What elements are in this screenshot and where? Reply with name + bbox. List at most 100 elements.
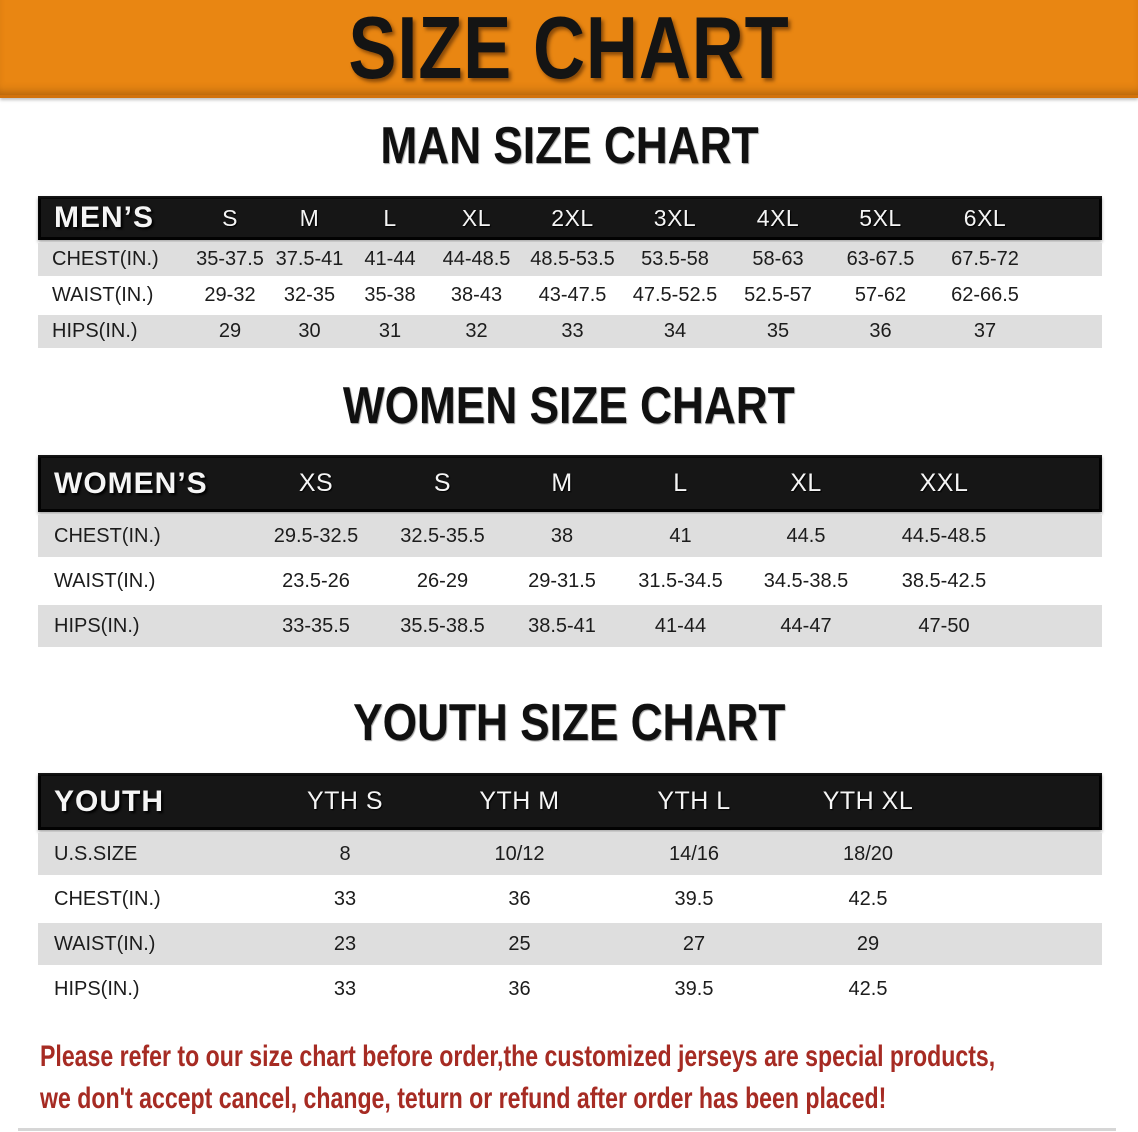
size-value-cell: 36 <box>869 320 892 342</box>
women-heading-text: WOMEN SIZE CHART <box>343 377 795 435</box>
size-value-cell: 39.5 <box>674 977 714 1000</box>
row-label: HIPS(IN.) <box>52 320 138 342</box>
size-value-cell: 26-29 <box>416 569 469 592</box>
men-size-table: MEN’S S M L XL 2XL 3XL 4XL 5XL 6XL CHEST… <box>38 196 1102 348</box>
size-value-cell: 29-32 <box>204 284 256 306</box>
table-row: CHEST(IN.) 33 36 39.5 42.5 <box>38 878 1102 920</box>
disclaimer-line-2: we don't accept cancel, change, teturn o… <box>40 1082 887 1115</box>
row-label: HIPS(IN.) <box>54 614 140 637</box>
column-header: XS <box>298 469 334 497</box>
size-value-cell: 30 <box>298 320 321 342</box>
row-label: WAIST(IN.) <box>52 284 154 306</box>
row-label: CHEST(IN.) <box>54 524 161 547</box>
women-table-header-row: WOMEN’S XS S M L XL XXL <box>38 455 1102 512</box>
size-value-cell: 14/16 <box>668 842 720 865</box>
size-value-cell: 41-44 <box>364 248 416 270</box>
men-section-heading: MAN SIZE CHART <box>0 120 1138 172</box>
size-value-cell: 41 <box>669 524 692 547</box>
size-value-cell: 39.5 <box>674 887 714 910</box>
column-header: 5XL <box>859 204 902 231</box>
size-value-cell: 62-66.5 <box>951 284 1019 306</box>
size-value-cell: 23.5-26 <box>282 569 350 592</box>
size-value-cell: 25 <box>508 932 531 955</box>
order-disclaimer: Please refer to our size chart before or… <box>40 1036 1138 1120</box>
size-value-cell: 29-31.5 <box>528 569 596 592</box>
size-value-cell: 33 <box>333 977 357 1000</box>
table-row: WAIST(IN.) 23 25 27 29 <box>38 923 1102 965</box>
row-label: CHEST(IN.) <box>52 248 159 270</box>
size-value-cell: 42.5 <box>848 887 888 910</box>
row-label: HIPS(IN.) <box>54 977 140 1000</box>
size-value-cell: 35.5-38.5 <box>400 614 485 637</box>
bottom-divider <box>18 1128 1116 1131</box>
size-value-cell: 48.5-53.5 <box>530 248 615 270</box>
column-header: YTH S <box>306 787 384 815</box>
size-value-cell: 43-47.5 <box>538 284 607 306</box>
row-label: U.S.SIZE <box>54 842 138 865</box>
women-size-table: WOMEN’S XS S M L XL XXL CHEST(IN.) 29.5-… <box>38 455 1102 647</box>
size-value-cell: 47.5-52.5 <box>632 284 718 306</box>
column-header: L <box>673 469 688 497</box>
size-value-cell: 33 <box>333 887 357 910</box>
size-value-cell: 44-47 <box>780 614 832 637</box>
column-header: 3XL <box>653 204 697 231</box>
table-row: WAIST(IN.) 23.5-26 26-29 29-31.5 31.5-34… <box>38 560 1102 602</box>
size-value-cell: 57-62 <box>854 284 907 306</box>
column-header: M <box>299 204 320 231</box>
column-header: L <box>383 204 397 231</box>
row-label: WAIST(IN.) <box>54 932 156 955</box>
column-header: XL <box>461 204 492 231</box>
column-header: 6XL <box>963 204 1007 231</box>
column-header: 2XL <box>551 204 594 231</box>
size-value-cell: 47-50 <box>918 614 970 637</box>
size-value-cell: 52.5-57 <box>744 284 812 306</box>
youth-section-heading: YOUTH SIZE CHART <box>0 697 1138 749</box>
table-row: CHEST(IN.) 29.5-32.5 32.5-35.5 38 41 44.… <box>38 515 1102 557</box>
size-value-cell: 29 <box>218 320 242 342</box>
women-table-title: WOMEN’S <box>54 466 208 500</box>
table-row: HIPS(IN.) 33-35.5 35.5-38.5 38.5-41 41-4… <box>38 605 1102 647</box>
table-row: CHEST(IN.) 35-37.5 37.5-41 41-44 44-48.5… <box>38 243 1102 276</box>
size-value-cell: 67.5-72 <box>951 248 1019 270</box>
size-value-cell: 34.5-38.5 <box>763 569 849 592</box>
size-value-cell: 53.5-58 <box>641 248 709 270</box>
size-value-cell: 8 <box>339 842 351 865</box>
table-row: U.S.SIZE 8 10/12 14/16 18/20 <box>38 833 1102 875</box>
column-header: S <box>433 469 452 497</box>
table-row: WAIST(IN.) 29-32 32-35 35-38 38-43 43-47… <box>38 279 1102 312</box>
size-value-cell: 35 <box>766 320 790 342</box>
column-header: S <box>222 204 238 231</box>
size-value-cell: 44-48.5 <box>442 248 511 270</box>
size-value-cell: 35-38 <box>364 284 416 306</box>
table-row: HIPS(IN.) 29 30 31 32 33 34 35 36 37 <box>38 315 1102 348</box>
size-value-cell: 32 <box>465 320 488 342</box>
size-value-cell: 29 <box>856 932 880 955</box>
row-label: WAIST(IN.) <box>54 569 156 592</box>
column-header: YTH XL <box>822 787 914 815</box>
size-value-cell: 44.5 <box>786 524 826 547</box>
row-label: CHEST(IN.) <box>54 887 161 910</box>
size-value-cell: 41-44 <box>654 614 707 637</box>
youth-table-title: YOUTH <box>54 784 164 818</box>
disclaimer-line-1: Please refer to our size chart before or… <box>40 1040 996 1073</box>
youth-heading-text: YOUTH SIZE CHART <box>352 694 786 752</box>
women-section-heading: WOMEN SIZE CHART <box>0 380 1138 432</box>
size-value-cell: 42.5 <box>848 977 888 1000</box>
column-header: XL <box>790 469 822 497</box>
size-value-cell: 23 <box>333 932 357 955</box>
size-value-cell: 36 <box>508 977 531 1000</box>
size-value-cell: 29.5-32.5 <box>273 524 359 547</box>
size-value-cell: 33 <box>561 320 584 342</box>
youth-table-header-row: YOUTH YTH S YTH M YTH L YTH XL <box>38 773 1102 830</box>
size-value-cell: 18/20 <box>842 842 894 865</box>
column-header: YTH L <box>657 787 731 815</box>
size-value-cell: 31 <box>378 320 402 342</box>
column-header: M <box>551 469 573 497</box>
size-value-cell: 33-35.5 <box>282 614 350 637</box>
size-value-cell: 32.5-35.5 <box>400 524 485 547</box>
size-value-cell: 34 <box>663 320 687 342</box>
column-header: YTH M <box>479 787 560 815</box>
size-value-cell: 10/12 <box>494 842 545 865</box>
youth-size-table: YOUTH YTH S YTH M YTH L YTH XL U.S.SIZE … <box>38 773 1102 1010</box>
size-value-cell: 63-67.5 <box>846 248 915 270</box>
